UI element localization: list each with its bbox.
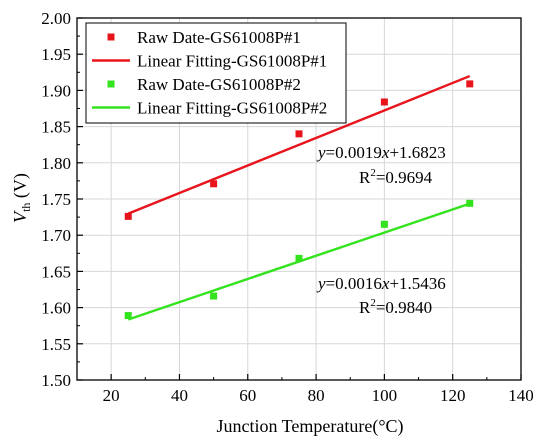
y-tick-label: 2.00 (41, 9, 71, 28)
fit-equation: y=0.0019x+1.6823 (316, 143, 446, 162)
y-tick-label: 1.80 (41, 154, 71, 173)
fit-annotations: y=0.0019x+1.6823 R2=0.9694 y=0.0016x+1.543… (316, 143, 446, 317)
y-tick-label: 1.65 (41, 262, 71, 281)
legend: Raw Date-GS61008P#1 Linear Fitting-GS6100… (85, 22, 347, 124)
x-tick-label: 140 (508, 386, 534, 405)
x-tick-label: 100 (372, 386, 398, 405)
legend-marker-swatch (107, 33, 115, 41)
y-tick-label: 1.55 (41, 335, 71, 354)
data-point (295, 130, 303, 138)
data-point (210, 180, 218, 188)
y-tick-label: 1.85 (41, 118, 71, 137)
data-point (466, 80, 474, 88)
fit-r-squared: R2=0.9694 (359, 167, 433, 187)
fit-line (127, 202, 471, 321)
legend-label: Linear Fitting-GS61008P#1 (137, 52, 327, 71)
legend-label: Raw Date-GS61008P#2 (137, 75, 301, 94)
x-axis-label: Junction Temperature(°C) (216, 416, 403, 437)
x-tick-label: 80 (308, 386, 325, 405)
legend-marker-swatch (107, 80, 115, 88)
y-axis-label: Vth (V) (10, 173, 33, 223)
data-point (210, 292, 218, 300)
series-layer (124, 74, 474, 321)
data-point (380, 220, 388, 228)
y-tick-label: 1.90 (41, 81, 71, 100)
legend-label: Linear Fitting-GS61008P#2 (137, 99, 327, 118)
y-tick-label: 1.75 (41, 190, 71, 209)
fit-equation: y=0.0016x+1.5436 (316, 274, 446, 293)
y-axis-label-sub: th (19, 203, 33, 212)
y-tick-label: 1.95 (41, 45, 71, 64)
data-point (295, 254, 303, 262)
x-tick-label: 60 (239, 386, 256, 405)
axis-ticks: 20 40 60 80 100 120 140 1.50 1.55 1.60 1.65 1.70 1.7… (41, 9, 534, 405)
data-point (124, 212, 132, 220)
y-axis-label-unit: (V) (10, 173, 31, 203)
x-tick-label: 20 (103, 386, 120, 405)
x-tick-label: 40 (171, 386, 188, 405)
fit-r-squared: R2=0.9840 (359, 297, 432, 317)
y-tick-label: 1.70 (41, 226, 71, 245)
y-tick-label: 1.60 (41, 299, 71, 318)
data-point (466, 199, 474, 207)
y-axis-label-main: V (10, 210, 30, 223)
x-tick-label: 120 (440, 386, 466, 405)
legend-label: Raw Date-GS61008P#1 (137, 28, 301, 47)
y-tick-label: 1.50 (41, 371, 71, 390)
data-point (124, 312, 132, 320)
data-point (380, 98, 388, 106)
fit-line (127, 74, 471, 215)
